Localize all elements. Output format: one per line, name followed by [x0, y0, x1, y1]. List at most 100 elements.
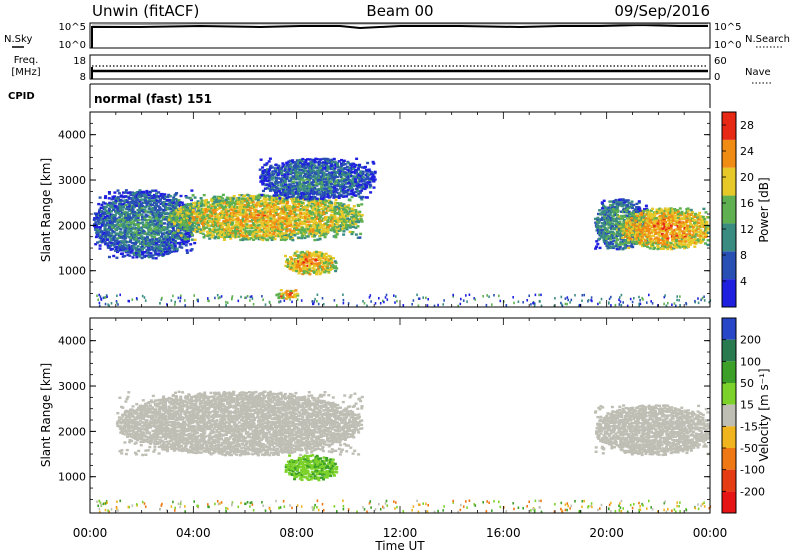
cell-2905 — [260, 194, 263, 196]
cell-880 — [159, 207, 162, 209]
cell-1657 — [221, 200, 224, 202]
cell-2714 — [331, 211, 334, 213]
cell-2791 — [343, 230, 346, 232]
cell-2381 — [293, 232, 296, 234]
cell-3060 — [284, 183, 287, 185]
cell-2956 — [269, 158, 272, 160]
cell-1781 — [234, 210, 237, 212]
cell-3784 — [370, 171, 373, 173]
beam-title: Beam 00 — [366, 2, 433, 20]
cell-4376 — [627, 199, 630, 201]
cell-2799 — [341, 214, 344, 216]
cell-3220 — [301, 160, 304, 162]
cell-215 — [115, 257, 118, 259]
cell-4859 — [663, 212, 666, 214]
cell-4010 — [331, 264, 334, 266]
cell-1739 — [231, 226, 234, 228]
cell-1969 — [252, 214, 255, 216]
cell-4534 — [621, 237, 624, 239]
cell-3672 — [352, 185, 355, 187]
cell-3611 — [344, 163, 347, 165]
cell-318 — [123, 255, 126, 257]
cell-224 — [115, 232, 118, 234]
cell-424 — [128, 191, 131, 193]
cell-3832 — [295, 270, 298, 272]
cell-4269 — [616, 214, 619, 216]
cell-2814 — [343, 207, 346, 209]
cell-3007 — [277, 182, 280, 184]
cell-169 — [112, 255, 115, 257]
cell-274 — [119, 231, 122, 233]
cell-3065 — [284, 173, 287, 175]
cell-1808 — [239, 230, 242, 232]
cell-2898 — [360, 203, 363, 205]
cell-925 — [163, 226, 166, 228]
cell-2895 — [360, 218, 363, 220]
cell-240 — [117, 250, 120, 252]
cell-401 — [127, 244, 130, 246]
cell-3520 — [334, 167, 337, 169]
cell-1882 — [243, 195, 246, 197]
cell-4742 — [649, 213, 652, 215]
cell-4036 — [286, 290, 289, 292]
cell-3335 — [313, 187, 316, 189]
cell-3817 — [290, 258, 293, 260]
cell-2498 — [307, 235, 310, 237]
cell-4432 — [632, 204, 635, 206]
cell-4579 — [629, 238, 632, 240]
cell-4885 — [666, 235, 669, 237]
cell-3540 — [336, 189, 339, 191]
cell-3366 — [318, 188, 321, 190]
cell-1233 — [191, 239, 194, 241]
cell-3344 — [314, 165, 317, 167]
cell-2650 — [324, 236, 327, 238]
cell-549 — [137, 217, 140, 219]
cell-1652 — [222, 211, 225, 213]
cell-2681 — [327, 231, 330, 233]
cell-4769 — [653, 219, 656, 221]
cell-775 — [151, 190, 154, 192]
cell-2237 — [279, 217, 282, 219]
cell-1497 — [205, 211, 208, 213]
cell-1929 — [249, 215, 252, 217]
cell-1660 — [223, 239, 226, 241]
cell-1487 — [203, 194, 206, 196]
cell-3698 — [355, 158, 358, 160]
cell-3868 — [303, 272, 306, 274]
cell-4758 — [651, 208, 654, 210]
cell-4412 — [631, 201, 634, 203]
cell-1373 — [189, 197, 192, 199]
cell-4271 — [617, 210, 620, 212]
cell-3792 — [373, 186, 376, 188]
cell-2927 — [264, 177, 267, 179]
cell-4173 — [608, 200, 611, 202]
cell-678 — [146, 236, 149, 238]
cell-370 — [124, 191, 127, 193]
cell-659 — [144, 206, 147, 208]
freq-right-tick-bottom: 0 — [714, 72, 720, 83]
cell-1273 — [172, 217, 175, 219]
cell-608 — [141, 207, 144, 209]
cell-2904 — [260, 159, 263, 161]
cell-1105 — [175, 192, 178, 194]
cell-3036 — [280, 173, 283, 175]
cell-34 — [99, 247, 102, 249]
cell-4626 — [636, 235, 639, 237]
cell-1735 — [231, 234, 234, 236]
cell-1420 — [196, 216, 199, 218]
cell-3776 — [367, 174, 370, 176]
cell-3038 — [280, 167, 283, 169]
cell-4922 — [670, 227, 673, 229]
cell-1247 — [193, 242, 196, 244]
cell-1324 — [183, 228, 186, 230]
cell-2357 — [289, 210, 292, 212]
cell-4012 — [330, 260, 333, 262]
cell-2504 — [307, 221, 310, 223]
cell-1526 — [208, 217, 211, 219]
cell-1182 — [186, 249, 189, 251]
cell-2637 — [322, 227, 325, 229]
sky-left-tick-top: 10^5 — [59, 22, 86, 33]
cell-2675 — [325, 212, 328, 214]
cell-2846 — [349, 199, 352, 201]
cell-776 — [155, 257, 158, 259]
